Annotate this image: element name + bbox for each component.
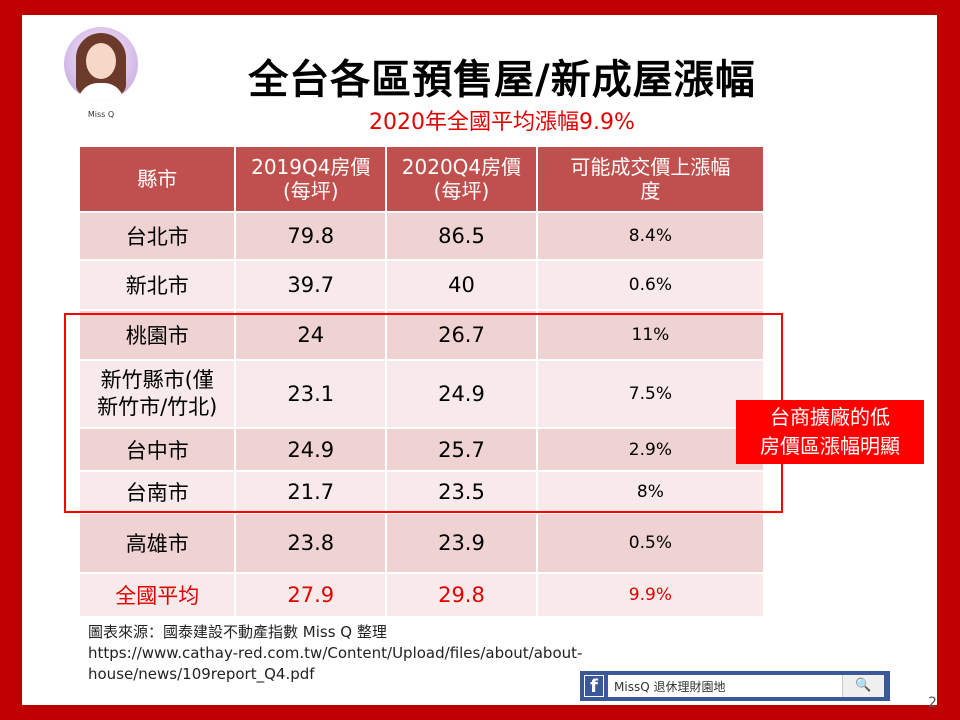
cell-2019: 24.9 xyxy=(234,427,388,472)
cell-2020: 23.9 xyxy=(385,512,538,574)
header-rise-text: 可能成交價上漲幅 度 xyxy=(570,155,731,203)
header-2019: 2019Q4房價 (每坪) xyxy=(234,145,388,213)
header-2020: 2020Q4房價 (每坪) xyxy=(385,145,538,213)
avatar xyxy=(64,27,138,101)
table-row: 台北市 79.8 86.5 8.4% xyxy=(77,211,766,261)
cell-2019: 39.7 xyxy=(234,259,388,311)
table-row: 新竹縣市(僅 新竹市/竹北) 23.1 24.9 7.5% xyxy=(77,359,766,429)
header-rise: 可能成交價上漲幅 度 xyxy=(535,145,766,213)
cell-2020: 86.5 xyxy=(385,211,538,261)
table-header-row: 縣市 2019Q4房價 (每坪) 2020Q4房價 (每坪) 可能成交價上漲幅 … xyxy=(77,145,766,213)
cell-city: 台中市 xyxy=(77,427,237,472)
cell-2020: 24.9 xyxy=(385,359,538,429)
cell-city: 新竹縣市(僅 新竹市/竹北) xyxy=(77,359,237,429)
cell-rise: 9.9% xyxy=(535,572,766,618)
page-title: 全台各區預售屋/新成屋漲幅 xyxy=(248,57,756,103)
cell-2019: 27.9 xyxy=(234,572,388,618)
source-line-2[interactable]: https://www.cathay-red.com.tw/Content/Up… xyxy=(88,644,583,662)
cell-2019: 23.8 xyxy=(234,512,388,574)
cell-rise: 8% xyxy=(535,470,766,514)
cell-2020: 23.5 xyxy=(385,470,538,514)
price-table: 縣市 2019Q4房價 (每坪) 2020Q4房價 (每坪) 可能成交價上漲幅 … xyxy=(77,145,766,618)
cell-city: 台北市 xyxy=(77,211,237,261)
cell-rise: 11% xyxy=(535,309,766,361)
page-subtitle: 2020年全國平均漲幅9.9% xyxy=(369,110,635,135)
cell-2019: 23.1 xyxy=(234,359,388,429)
facebook-search-text: MissQ 退休理財園地 xyxy=(614,680,726,694)
highlight-box xyxy=(64,313,783,513)
cell-rise: 0.6% xyxy=(535,259,766,311)
table-row: 高雄市 23.8 23.9 0.5% xyxy=(77,512,766,574)
cell-2019: 24 xyxy=(234,309,388,361)
callout-line-2: 房價區漲幅明顯 xyxy=(760,434,900,458)
header-city: 縣市 xyxy=(77,145,237,213)
source-line-1: 圖表來源：國泰建設不動產指數 Miss Q 整理 xyxy=(88,623,387,641)
cell-rise: 7.5% xyxy=(535,359,766,429)
avatar-label: Miss Q xyxy=(87,110,115,119)
table-row-national-average: 全國平均 27.9 29.8 9.9% xyxy=(77,572,766,618)
table-row: 新北市 39.7 40 0.6% xyxy=(77,259,766,311)
cell-city: 全國平均 xyxy=(77,572,237,618)
cell-rise: 0.5% xyxy=(535,512,766,574)
header-city-text: 縣市 xyxy=(137,167,178,191)
cell-city: 新北市 xyxy=(77,259,237,311)
avatar-body xyxy=(78,83,124,101)
facebook-search-bar: f MissQ 退休理財園地 🔍 xyxy=(580,671,890,701)
cell-2020: 29.8 xyxy=(385,572,538,618)
cell-2020: 26.7 xyxy=(385,309,538,361)
facebook-icon[interactable]: f xyxy=(584,675,604,697)
cell-city: 桃園市 xyxy=(77,309,237,361)
facebook-search-box[interactable]: MissQ 退休理財園地 🔍 xyxy=(608,675,884,697)
avatar-face xyxy=(86,43,116,79)
cell-2020: 25.7 xyxy=(385,427,538,472)
cell-2019: 21.7 xyxy=(234,470,388,514)
source-note: 圖表來源：國泰建設不動產指數 Miss Q 整理 https://www.cat… xyxy=(88,622,688,685)
search-icon[interactable]: 🔍 xyxy=(842,675,884,697)
table-row: 台南市 21.7 23.5 8% xyxy=(77,470,766,514)
table-row: 台中市 24.9 25.7 2.9% xyxy=(77,427,766,472)
cell-2019: 79.8 xyxy=(234,211,388,261)
cell-city: 高雄市 xyxy=(77,512,237,574)
callout-note: 台商擴廠的低 房價區漲幅明顯 xyxy=(736,400,924,464)
page-number: 2 xyxy=(928,695,937,711)
cell-2020: 40 xyxy=(385,259,538,311)
source-line-3[interactable]: house/news/109report_Q4.pdf xyxy=(88,665,315,683)
callout-line-1: 台商擴廠的低 xyxy=(770,405,890,429)
header-2019-text: 2019Q4房價 (每坪) xyxy=(251,155,371,203)
table-row: 桃園市 24 26.7 11% xyxy=(77,309,766,361)
slide: Miss Q 全台各區預售屋/新成屋漲幅 2020年全國平均漲幅9.9% 縣市 … xyxy=(22,15,937,711)
header-2020-text: 2020Q4房價 (每坪) xyxy=(401,155,522,203)
cell-rise: 8.4% xyxy=(535,211,766,261)
